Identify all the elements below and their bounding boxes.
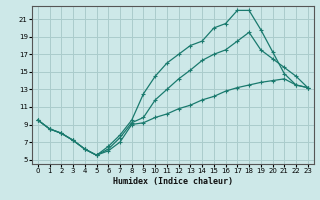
- X-axis label: Humidex (Indice chaleur): Humidex (Indice chaleur): [113, 177, 233, 186]
